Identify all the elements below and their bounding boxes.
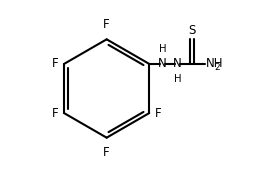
Text: N: N — [173, 57, 182, 70]
Text: H: H — [174, 74, 181, 84]
Text: 2: 2 — [214, 63, 219, 72]
Text: N: N — [158, 57, 167, 70]
Text: S: S — [189, 24, 196, 37]
Text: F: F — [103, 145, 110, 159]
Text: F: F — [52, 107, 58, 120]
Text: F: F — [52, 57, 58, 70]
Text: H: H — [159, 44, 166, 54]
Text: NH: NH — [205, 57, 223, 70]
Text: F: F — [155, 107, 161, 120]
Text: F: F — [103, 18, 110, 32]
